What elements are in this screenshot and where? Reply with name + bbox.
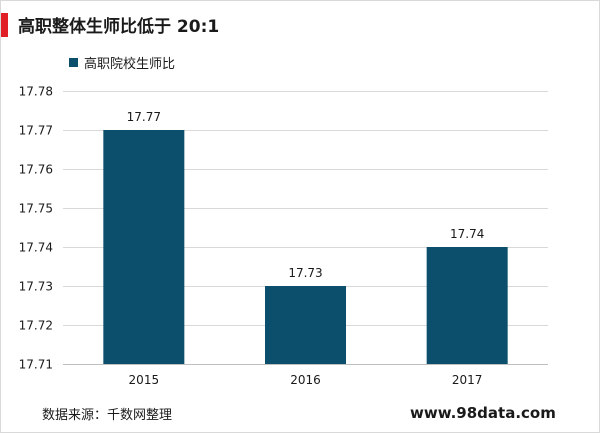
bar xyxy=(426,247,508,364)
data-label: 17.77 xyxy=(127,110,161,124)
x-tick-label: 2016 xyxy=(290,373,321,387)
y-tick-label: 17.76 xyxy=(19,163,53,177)
y-tick-label: 17.74 xyxy=(19,241,53,255)
y-tick-label: 17.73 xyxy=(19,280,53,294)
x-tick-label: 2015 xyxy=(129,373,160,387)
x-tick-label: 2017 xyxy=(452,373,483,387)
legend-swatch xyxy=(69,58,78,67)
title-accent-bar xyxy=(1,13,8,37)
y-tick-label: 17.77 xyxy=(19,124,53,138)
legend-label: 高职院校生师比 xyxy=(84,57,176,72)
y-tick-label: 17.71 xyxy=(19,358,53,372)
y-tick-label: 17.78 xyxy=(19,85,53,99)
site-url: www.98data.com xyxy=(410,404,556,422)
legend: 高职院校生师比 xyxy=(69,53,175,72)
bar xyxy=(265,286,346,364)
y-tick-label: 17.72 xyxy=(19,319,53,333)
source-note: 数据来源：千数网整理 xyxy=(42,408,173,423)
data-label: 17.74 xyxy=(450,227,484,241)
bar xyxy=(103,130,185,364)
y-tick-label: 17.75 xyxy=(19,202,53,216)
data-label: 17.73 xyxy=(288,266,322,280)
chart-title: 高职整体生师比低于 20:1 xyxy=(18,17,220,37)
